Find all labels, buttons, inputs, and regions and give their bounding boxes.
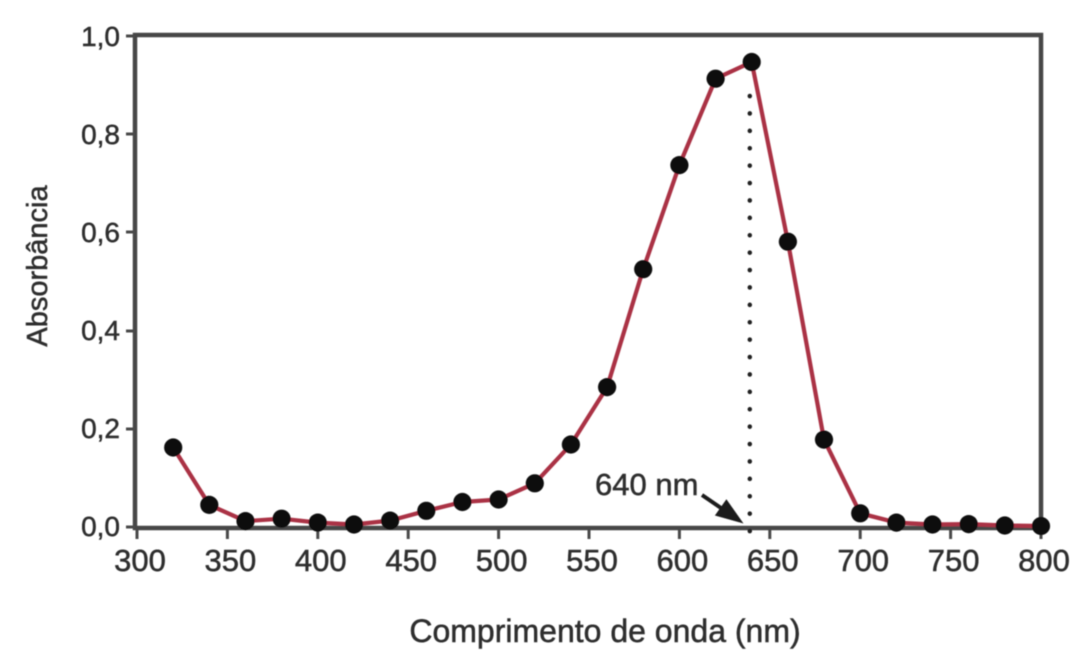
svg-text:0,8: 0,8 bbox=[81, 119, 120, 150]
svg-text:1,0: 1,0 bbox=[81, 21, 120, 52]
svg-text:350: 350 bbox=[205, 543, 257, 578]
svg-text:0,6: 0,6 bbox=[81, 217, 120, 248]
svg-text:Comprimento de onda (nm): Comprimento de onda (nm) bbox=[409, 613, 800, 649]
svg-text:400: 400 bbox=[295, 543, 347, 578]
svg-text:600: 600 bbox=[657, 543, 709, 578]
svg-text:Absorbância: Absorbância bbox=[22, 185, 54, 347]
svg-text:700: 700 bbox=[837, 543, 889, 578]
svg-text:0,4: 0,4 bbox=[81, 315, 120, 346]
svg-text:0,2: 0,2 bbox=[81, 413, 120, 444]
svg-text:800: 800 bbox=[1018, 543, 1070, 578]
svg-text:750: 750 bbox=[928, 543, 980, 578]
svg-text:550: 550 bbox=[566, 543, 618, 578]
svg-text:450: 450 bbox=[385, 543, 437, 578]
svg-text:300: 300 bbox=[114, 543, 166, 578]
svg-text:0,0: 0,0 bbox=[81, 511, 120, 542]
svg-text:500: 500 bbox=[476, 543, 528, 578]
svg-text:640 nm: 640 nm bbox=[595, 467, 698, 502]
svg-text:650: 650 bbox=[747, 543, 799, 578]
